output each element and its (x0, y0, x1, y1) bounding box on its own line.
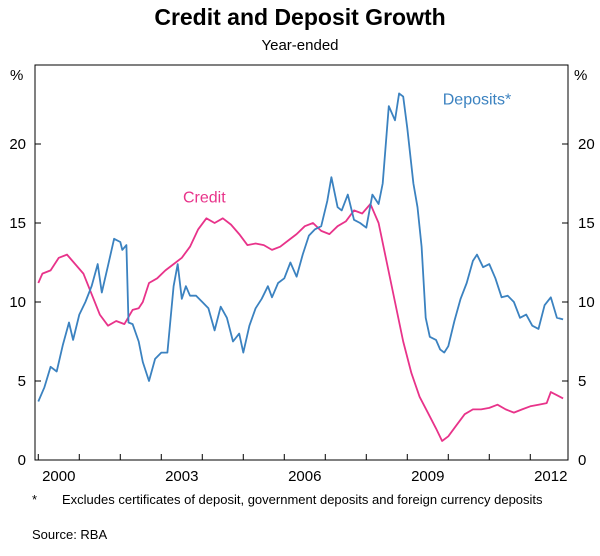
x-tick-label: 2006 (288, 468, 321, 485)
y-tick-left-label: 0 (18, 452, 26, 469)
y-unit-left: % (10, 67, 23, 84)
chart-subtitle: Year-ended (261, 37, 339, 54)
footnote-text: Excludes certificates of deposit, govern… (62, 492, 543, 507)
series-label-credit: Credit (183, 189, 226, 206)
y-tick-left-label: 20 (9, 136, 26, 153)
y-tick-left-label: 5 (18, 373, 26, 390)
y-tick-left-label: 15 (9, 215, 26, 232)
x-tick-label: 2000 (42, 468, 75, 485)
footnote-marker: * (32, 492, 38, 507)
series-label-deposits: Deposits* (443, 92, 511, 109)
x-tick-label: 2009 (411, 468, 444, 485)
x-tick-label: 2012 (534, 468, 567, 485)
y-tick-right-label: 0 (578, 452, 586, 469)
source-note: Source: RBA (32, 527, 108, 542)
y-tick-right-label: 10 (578, 294, 595, 311)
x-tick-label: 2003 (165, 468, 198, 485)
y-unit-right: % (574, 67, 587, 84)
y-tick-left-label: 10 (9, 294, 26, 311)
y-tick-right-label: 15 (578, 215, 595, 232)
chart-title: Credit and Deposit Growth (154, 4, 446, 30)
y-tick-right-label: 20 (578, 136, 595, 153)
series-line-deposits (37, 92, 564, 402)
plot-frame (34, 64, 569, 461)
y-tick-right-label: 5 (578, 373, 586, 390)
series-line-credit (37, 203, 564, 442)
